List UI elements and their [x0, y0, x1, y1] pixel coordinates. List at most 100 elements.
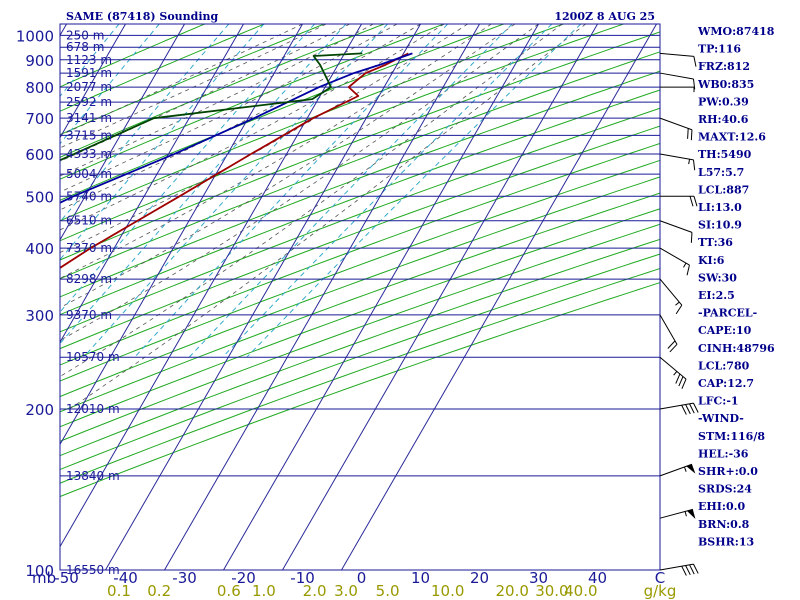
pressure-axis-labels: 100 200 300 400 500 600 700 800 900 1000 [16, 27, 54, 580]
wind-barb [659, 153, 696, 171]
height-label: 9370 m [66, 308, 112, 322]
dry-adiabat-line [60, 282, 660, 498]
temperature-tick-label: 10 [411, 569, 430, 587]
isotherm-line [105, 24, 421, 570]
index-entry: LFC:-1 [698, 395, 739, 408]
index-entry: FRZ:812 [698, 60, 750, 73]
temperature-tick-label: -40 [113, 569, 138, 587]
dry-adiabat-line [60, 176, 660, 398]
height-label: 6510 m [66, 214, 112, 228]
index-entry: TH:5490 [698, 148, 752, 161]
wind-barb [659, 563, 699, 576]
height-labels: 16550 m 13840 m 12010 m 10570 m 9370 m 8298 m… [66, 28, 120, 577]
moist-adiabat-line [60, 24, 421, 211]
dry-adiabat-line [60, 70, 660, 298]
index-entry: WB0:835 [697, 78, 754, 91]
mixing-ratio-tick-label: g/kg [644, 582, 677, 600]
index-entry: EI:2.5 [698, 289, 735, 302]
wind-barb [659, 508, 696, 520]
isotherm-line [282, 24, 598, 570]
index-entry: PW:0.39 [698, 95, 749, 108]
height-label: 250 m [66, 28, 104, 42]
index-entry: SI:10.9 [698, 219, 742, 232]
moist-adiabat-line [60, 24, 539, 341]
height-label: 2592 m [66, 95, 112, 109]
wind-barb [659, 463, 696, 477]
index-entry: LCL:780 [698, 359, 750, 372]
temperature-tick-label: -20 [231, 569, 256, 587]
height-label: 3141 m [66, 111, 112, 125]
wind-barb [659, 117, 693, 141]
isotherms [60, 24, 657, 570]
temperature-tick-label: -30 [172, 569, 197, 587]
isotherm-line [60, 24, 244, 344]
dry-adiabat-line [60, 253, 660, 471]
height-label: 1591 m [66, 66, 112, 80]
valid-time: 1200Z 8 AUG 25 [554, 10, 655, 23]
isotherm-line [60, 24, 185, 241]
wind-barb [659, 247, 690, 276]
moist-adiabat-line [60, 24, 374, 177]
isotherm-line [341, 24, 657, 570]
mixing-ratio-tick-label: 2.0 [303, 582, 327, 600]
mixing-ratio-tick-label: 0.6 [217, 582, 241, 600]
index-entry: LI:13.0 [698, 201, 742, 214]
height-label: 12010 m [66, 402, 120, 416]
height-label: 3715 m [66, 128, 112, 142]
pressure-unit-label: mb [32, 569, 56, 587]
mixing-ratio-tick-label: 30.0 [535, 582, 568, 600]
wind-barbs [659, 52, 699, 576]
index-entry: SRDS:24 [698, 483, 752, 496]
index-entry: KI:6 [698, 254, 725, 267]
index-entry: CINH:48796 [698, 342, 775, 355]
temperature-axis-labels: -50 -40 -30 -20 -10 0 10 20 30 40 C [54, 569, 665, 587]
index-entry: -WIND- [698, 412, 744, 425]
isotherm-line [60, 24, 303, 446]
index-entry: L57:5.7 [698, 166, 744, 179]
wind-barb [659, 356, 687, 389]
height-label: 16550 m [66, 563, 120, 577]
height-label: 13840 m [66, 469, 120, 483]
mixing-ratio-line [83, 24, 388, 358]
index-entry: BSHR:13 [698, 535, 754, 548]
index-entry: HEL:-36 [698, 447, 749, 460]
index-entry: MAXT:12.6 [698, 131, 766, 144]
dry-adiabat-line [60, 208, 660, 428]
height-label: 4333 m [66, 147, 112, 161]
mixing-ratio-line [60, 24, 347, 345]
pressure-tick-label: 900 [25, 52, 54, 70]
mixing-ratio-tick-label: 0.1 [107, 582, 131, 600]
dry-adiabat-line [60, 107, 660, 333]
sounding-series [60, 52, 413, 269]
isobars [60, 34, 660, 571]
sounding-line [60, 52, 409, 269]
mixing-ratio-tick-label: 10.0 [431, 582, 464, 600]
dry-adiabat-line [60, 238, 660, 457]
index-entry: STM:116/8 [698, 430, 765, 443]
index-entry: -PARCEL- [698, 307, 757, 320]
index-entry: WMO:87418 [697, 25, 775, 38]
dry-adiabat-line [60, 89, 660, 316]
height-label: 5740 m [66, 189, 112, 203]
wind-barb [659, 220, 693, 243]
height-label: 8298 m [66, 272, 112, 286]
mixing-ratio-line [222, 24, 553, 358]
isotherm-line [164, 24, 480, 570]
pressure-tick-label: 800 [25, 79, 54, 97]
temperature-tick-label: -50 [54, 569, 79, 587]
sounding-line [60, 52, 363, 162]
dry-adiabat-line [60, 24, 564, 222]
index-entry: BRN:0.8 [698, 518, 750, 531]
dry-adiabats [60, 24, 660, 498]
index-entry: LCL:887 [698, 183, 749, 196]
dry-adiabat-line [60, 159, 660, 382]
isotherm-line [223, 24, 539, 570]
isotherm-line [60, 24, 126, 139]
height-label: 678 m [66, 40, 104, 54]
height-label: 10570 m [66, 350, 120, 364]
index-entry: TP:116 [698, 43, 741, 56]
temperature-tick-label: C [655, 569, 665, 587]
temperature-tick-label: 0 [357, 569, 367, 587]
mixing-ratio-tick-label: 3.0 [334, 582, 358, 600]
wind-barb [659, 314, 678, 353]
